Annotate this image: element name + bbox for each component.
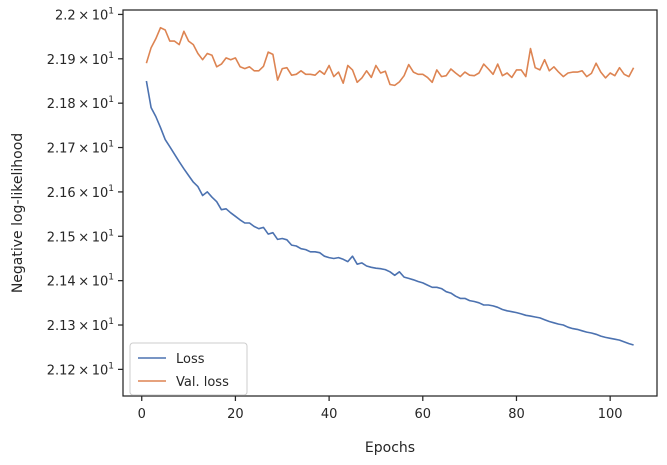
x-tick-label: 40 <box>321 407 338 422</box>
legend: Loss Val. loss <box>129 342 248 396</box>
series-lines <box>145 26 635 346</box>
x-tick-label: 100 <box>598 407 623 422</box>
plot-area <box>122 9 658 397</box>
legend-box <box>129 342 248 396</box>
x-axis: 0 20 40 60 80 100 <box>138 396 623 422</box>
x-tick-label: 80 <box>508 407 525 422</box>
y-tick-label: 2.14 × 101 <box>47 273 114 290</box>
y-tick-label: 2.16 × 101 <box>47 184 114 201</box>
y-tick-label: 2.19 × 101 <box>47 51 114 68</box>
legend-label-loss: Loss <box>176 352 205 367</box>
x-tick-label: 60 <box>415 407 432 422</box>
y-tick-label: 2.18 × 101 <box>47 95 114 112</box>
y-tick-label: 2.17 × 101 <box>47 140 114 157</box>
series-line-loss <box>145 80 634 346</box>
y-tick-label: 2.12 × 101 <box>47 361 114 378</box>
x-axis-label: Epochs <box>365 440 415 456</box>
y-axis-label: Negative log-likelihood <box>10 133 26 293</box>
y-tick-label: 2.2 × 101 <box>55 6 114 23</box>
series-line-val-loss <box>145 26 635 87</box>
x-tick-label: 20 <box>227 407 244 422</box>
x-tick-label: 0 <box>138 407 146 422</box>
y-axis: 2.12 × 101 2.13 × 101 2.14 × 101 2.15 × 101… <box>47 6 123 378</box>
y-tick-label: 2.15 × 101 <box>47 228 114 245</box>
y-tick-label: 2.13 × 101 <box>47 317 114 334</box>
legend-label-val-loss: Val. loss <box>176 375 229 390</box>
